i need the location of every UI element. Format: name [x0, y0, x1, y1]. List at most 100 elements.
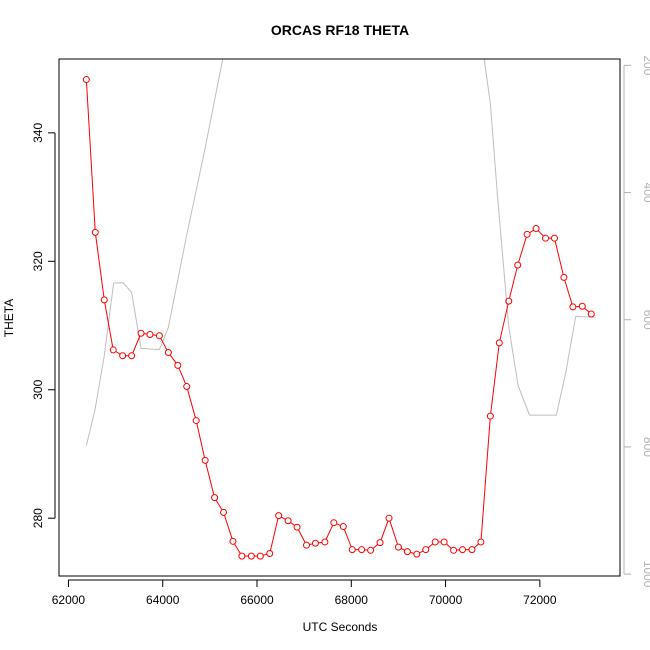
- theta-segment: [584, 307, 590, 313]
- theta-segment: [281, 516, 286, 520]
- y2-tick-label: 200: [641, 55, 650, 75]
- theta-segment: [400, 547, 405, 551]
- theta-point: [550, 234, 558, 242]
- theta-segment: [160, 338, 168, 351]
- theta-point: [266, 550, 274, 558]
- theta-point: [587, 310, 595, 318]
- theta-point: [91, 228, 99, 236]
- theta-point: [220, 508, 228, 516]
- theta-point: [394, 543, 402, 551]
- y-axis: 280 300 320 340: [31, 123, 56, 528]
- x-tick-label: 66000: [240, 593, 274, 607]
- y2-tick-label: 800: [641, 437, 650, 457]
- theta-segment: [196, 423, 205, 458]
- theta-point: [348, 546, 356, 554]
- theta-point: [440, 538, 448, 546]
- theta-segment: [427, 543, 434, 549]
- x-tick-label: 62000: [52, 593, 86, 607]
- theta-segment: [269, 518, 279, 551]
- theta-point: [256, 552, 264, 560]
- theta-point: [155, 332, 163, 340]
- theta-segment: [529, 229, 534, 234]
- theta-segment: [410, 551, 415, 554]
- theta-point: [468, 546, 476, 554]
- theta-segment: [480, 419, 491, 540]
- theta-segment: [215, 499, 223, 511]
- theta-segment: [380, 520, 389, 540]
- theta-point: [376, 539, 384, 547]
- theta-segment: [205, 463, 215, 495]
- theta-point: [495, 339, 503, 347]
- theta-point: [321, 538, 329, 546]
- y2-tick-label: 400: [641, 183, 650, 203]
- theta-segment: [508, 267, 518, 299]
- theta-point: [275, 512, 283, 520]
- theta-segment: [86, 82, 96, 230]
- theta-segment: [343, 529, 352, 548]
- x-axis-label: UTC Seconds: [303, 620, 378, 634]
- y-tick-label: 320: [31, 251, 45, 271]
- theta-point: [450, 546, 458, 554]
- theta-point: [542, 234, 550, 242]
- y-tick-label: 340: [31, 123, 45, 143]
- theta-segment: [473, 543, 479, 549]
- theta-point: [303, 541, 310, 549]
- theta-point: [486, 412, 494, 420]
- theta-point: [128, 352, 136, 360]
- theta-point: [137, 329, 145, 337]
- theta-point: [403, 548, 411, 556]
- theta-point: [293, 523, 301, 531]
- y2-tick-label: 1000: [641, 561, 650, 588]
- theta-segment: [115, 351, 121, 355]
- theta-point: [229, 537, 237, 545]
- theta-point: [174, 361, 182, 369]
- theta-segment: [419, 550, 424, 554]
- theta-point: [183, 383, 191, 391]
- theta-point: [146, 331, 154, 339]
- pressure-series: [85, 59, 596, 446]
- theta-point: [459, 546, 467, 554]
- theta-point: [367, 546, 375, 554]
- theta-segment: [290, 522, 295, 526]
- theta-segment: [325, 525, 334, 540]
- theta-segment: [446, 543, 452, 549]
- theta-segment: [95, 235, 105, 297]
- theta-segment: [223, 515, 233, 539]
- theta-point: [201, 456, 209, 464]
- theta-point: [192, 417, 200, 425]
- theta-segment: [104, 302, 114, 348]
- theta-point: [569, 303, 577, 311]
- chart-title: ORCAS RF18 THETA: [271, 22, 409, 38]
- x-tick-label: 70000: [429, 593, 463, 607]
- y-tick-label: 280: [31, 508, 45, 528]
- theta-point: [505, 297, 513, 305]
- theta-point: [523, 230, 531, 238]
- theta-point: [330, 519, 338, 527]
- x-tick-label: 68000: [335, 593, 369, 607]
- theta-point: [385, 514, 393, 522]
- theta-point: [514, 261, 522, 269]
- theta-point: [119, 352, 127, 360]
- theta-segment: [490, 345, 500, 414]
- pressure-line: [85, 59, 596, 446]
- theta-segment: [169, 354, 177, 364]
- y-tick-label: 300: [31, 379, 45, 399]
- theta-segment: [518, 237, 527, 263]
- theta-point: [339, 523, 347, 531]
- x-tick-label: 64000: [146, 593, 180, 607]
- theta-point: [247, 552, 255, 560]
- y2-axis: 200 400 600 800 1000: [623, 55, 650, 588]
- theta-point: [578, 302, 586, 310]
- theta-point: [431, 538, 439, 546]
- theta-segment: [389, 520, 398, 545]
- theta-segment: [336, 523, 341, 526]
- theta-point: [560, 273, 568, 281]
- x-axis: 62000 64000 66000 68000 70000 72000: [52, 579, 557, 607]
- theta-point: [211, 494, 219, 502]
- plot-frame: [58, 58, 621, 577]
- theta-segment: [298, 529, 306, 543]
- y-axis-label: THETA: [2, 299, 16, 337]
- theta-point: [238, 552, 246, 560]
